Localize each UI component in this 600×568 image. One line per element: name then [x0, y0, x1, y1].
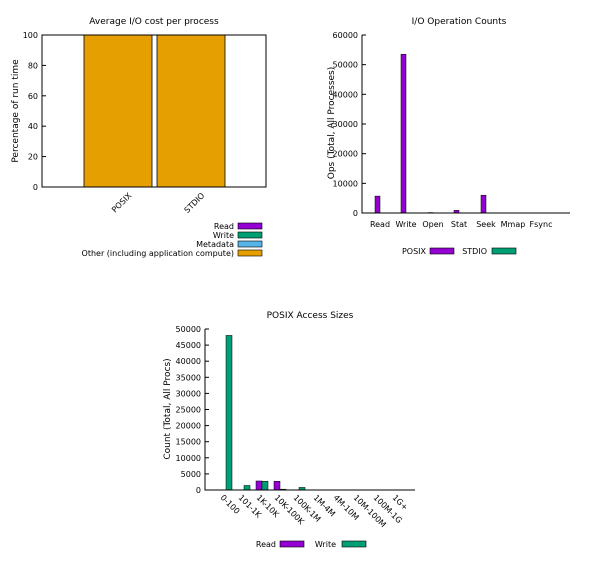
y-tick-label: 60 — [28, 92, 38, 101]
y-tick-label: 40000 — [333, 90, 358, 99]
x-label-mmap: Mmap — [501, 220, 526, 229]
cost-chart-ylabel: Percentage of run time — [11, 59, 21, 163]
legend-label: Read — [256, 540, 276, 549]
legend-label: STDIO — [462, 247, 487, 256]
legend-swatch — [491, 247, 517, 255]
x-label-read: Read — [370, 220, 390, 229]
bar-0-100 — [225, 335, 233, 491]
y-tick-label: 40 — [28, 122, 38, 131]
bar-stdio — [156, 34, 226, 188]
legend-swatch — [237, 222, 263, 230]
x-label-stat: Stat — [451, 220, 467, 229]
legend-label: Read — [214, 222, 234, 231]
x-label-write: Write — [395, 220, 416, 229]
legend-swatch — [237, 249, 263, 257]
y-tick-label: 35000 — [176, 373, 201, 382]
legend-label: Other (including application compute) — [82, 249, 234, 258]
y-tick-label: 20000 — [333, 150, 358, 159]
legend-swatch — [429, 247, 455, 255]
y-tick-label: 20 — [28, 153, 38, 162]
legend-swatch — [279, 540, 305, 548]
y-tick-label: 50000 — [176, 325, 201, 334]
bar-write — [400, 54, 407, 214]
y-tick-label: 5000 — [181, 470, 201, 479]
sizes-chart-title: POSIX Access Sizes — [267, 311, 354, 321]
y-tick-label: 50000 — [333, 61, 358, 70]
legend-swatch — [341, 540, 367, 548]
y-tick-label: 60000 — [333, 31, 358, 40]
bar-posix — [83, 34, 153, 188]
ops-chart-axes — [361, 35, 570, 214]
cost-chart-frame — [41, 34, 267, 188]
x-label-posix: POSIX — [110, 191, 134, 215]
y-tick-label: 100 — [23, 31, 38, 40]
y-tick-label: 25000 — [176, 406, 201, 415]
legend-label: Write — [213, 231, 234, 240]
x-label-0-100: 0-100 — [219, 493, 242, 516]
y-tick-label: 80 — [28, 61, 38, 70]
bar-10K-100K — [273, 481, 281, 491]
y-tick-label: 15000 — [176, 438, 201, 447]
bar-seek — [480, 194, 487, 214]
y-tick-label: 30000 — [176, 389, 201, 398]
y-tick-label: 10000 — [333, 179, 358, 188]
y-tick-label: 0 — [33, 183, 38, 192]
bar-101-1K — [243, 485, 251, 491]
ops-chart-title: I/O Operation Counts — [412, 17, 507, 27]
x-label-fsync: Fsync — [530, 220, 553, 229]
x-label-seek: Seek — [476, 220, 496, 229]
bar-1K-10K — [255, 480, 263, 491]
x-label-open: Open — [422, 220, 443, 229]
legend-swatch — [237, 240, 263, 248]
cost-chart: Average I/O cost per process Percentage … — [11, 17, 267, 258]
y-tick-label: 20000 — [176, 422, 201, 431]
cost-chart-title: Average I/O cost per process — [89, 17, 219, 27]
y-tick-label: 40000 — [176, 357, 201, 366]
y-tick-label: 30000 — [333, 120, 358, 129]
ops-chart: I/O Operation Counts Ops (Total, All Pro… — [327, 17, 570, 256]
legend-label: Metadata — [196, 240, 234, 249]
bar-read — [374, 195, 381, 214]
legend-label: POSIX — [402, 247, 427, 256]
bar-1K-10K — [261, 481, 269, 491]
legend-label: Write — [315, 540, 336, 549]
legend-swatch — [237, 231, 263, 239]
sizes-chart: POSIX Access Sizes Count (Total, All Pro… — [163, 311, 415, 549]
sizes-chart-axes — [204, 329, 415, 491]
y-tick-label: 45000 — [176, 341, 201, 350]
sizes-chart-ylabel: Count (Total, All Procs) — [163, 358, 173, 459]
x-label-stdio: STDIO — [183, 191, 207, 215]
ops-chart-ylabel: Ops (Total, All Processes) — [327, 67, 337, 180]
y-tick-label: 0 — [196, 486, 201, 495]
y-tick-label: 0 — [353, 209, 358, 218]
y-tick-label: 10000 — [176, 454, 201, 463]
